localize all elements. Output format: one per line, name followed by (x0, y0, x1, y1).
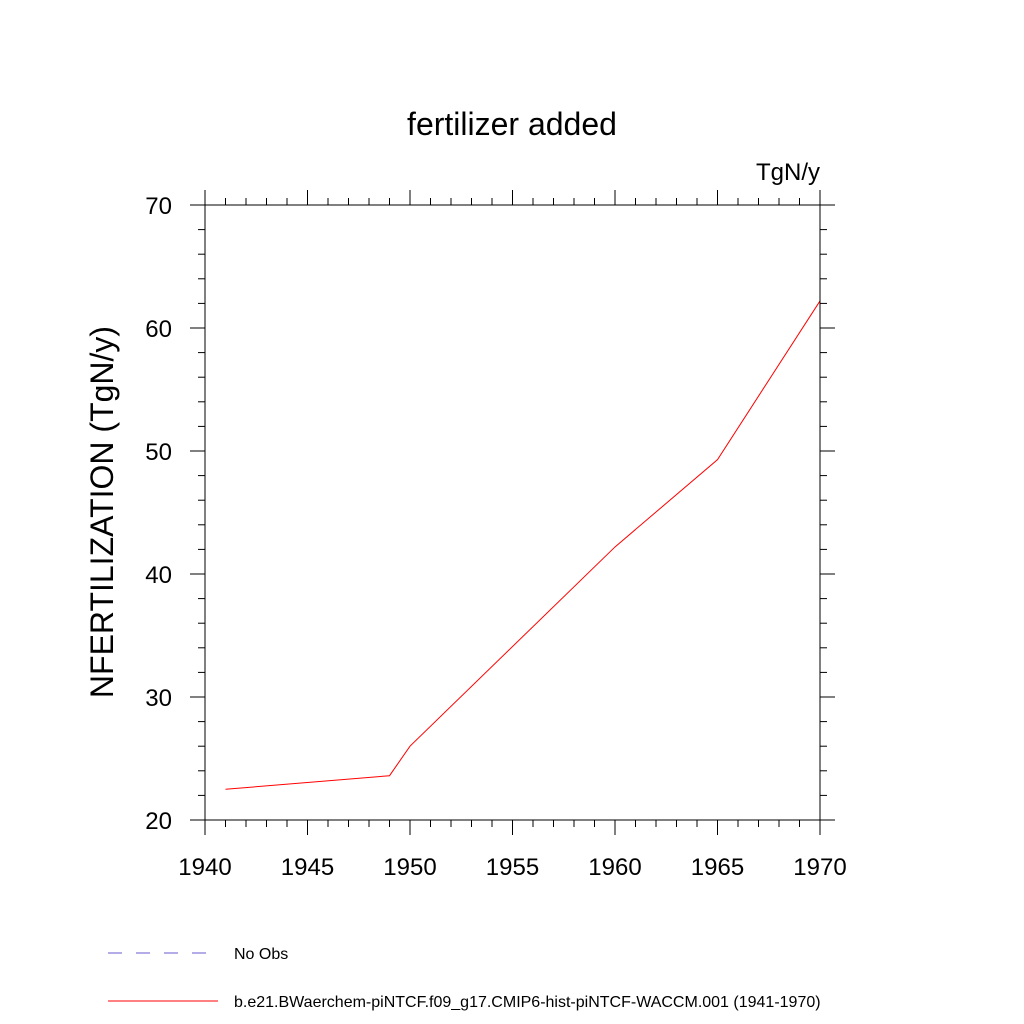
x-tick-label: 1955 (486, 854, 539, 881)
y-tick-label: 50 (145, 439, 172, 466)
y-axis-label: NFERTILIZATION (TgN/y) (84, 326, 120, 698)
x-tick-label: 1970 (793, 854, 846, 881)
series-layer (225, 300, 821, 790)
y-tick-label: 40 (145, 562, 172, 589)
plot-frame (204, 204, 821, 821)
x-tick-label: 1965 (691, 854, 744, 881)
x-tick-label: 1960 (588, 854, 641, 881)
x-tick-label: 1950 (383, 854, 436, 881)
legend: No Obs b.e21.BWaerchem-piNTCF.f09_g17.CMI… (108, 946, 821, 1011)
x-tick-label: 1940 (178, 854, 231, 881)
legend-label: b.e21.BWaerchem-piNTCF.f09_g17.CMIP6-his… (234, 994, 821, 1011)
y-tick-label: 70 (145, 193, 172, 220)
chart-title: fertilizer added (407, 106, 617, 142)
series-line (225, 300, 821, 790)
x-tick-label: 1945 (281, 854, 334, 881)
y-tick-label: 20 (145, 808, 172, 835)
y-tick-label: 30 (145, 685, 172, 712)
y-tick-label: 60 (145, 316, 172, 343)
tick-labels-layer: 1940 1945 1950 1955 1960 1965 1970 20 30 40 50 60 70 (145, 193, 846, 881)
legend-label: No Obs (234, 946, 288, 963)
ticks-layer (190, 190, 835, 835)
units-label: TgN/y (756, 159, 820, 186)
